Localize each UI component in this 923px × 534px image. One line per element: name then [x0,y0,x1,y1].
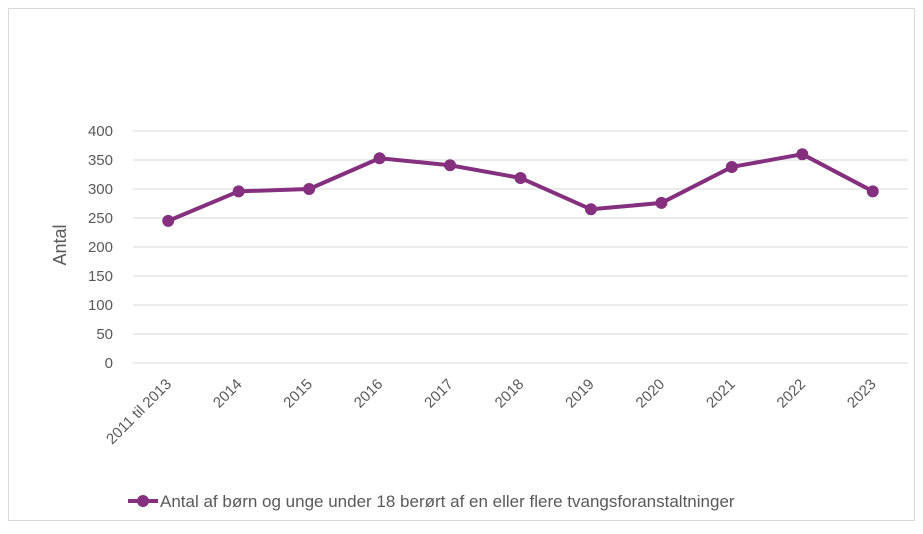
y-tick-label: 400 [88,123,113,140]
y-tick-label: 100 [88,297,113,314]
y-axis-label: Antal [50,224,70,265]
y-tick-label: 200 [88,239,113,256]
legend-label: Antal af børn og unge under 18 berørt af… [160,492,735,511]
marker [232,185,245,198]
marker [655,196,668,209]
marker [584,203,597,216]
y-tick-label: 50 [96,326,113,343]
marker [162,214,175,227]
marker [444,159,457,172]
marker [303,183,316,195]
y-tick-label: 150 [88,268,113,285]
marker [796,148,809,161]
chart-frame [8,8,915,521]
marker [725,160,738,173]
marker [514,171,527,184]
marker [373,152,386,165]
y-tick-label: 300 [88,181,113,198]
y-tick-label: 0 [105,355,113,372]
y-tick-label: 350 [88,152,113,169]
legend-marker [137,495,149,507]
y-tick-label: 250 [88,210,113,227]
marker [866,185,879,198]
